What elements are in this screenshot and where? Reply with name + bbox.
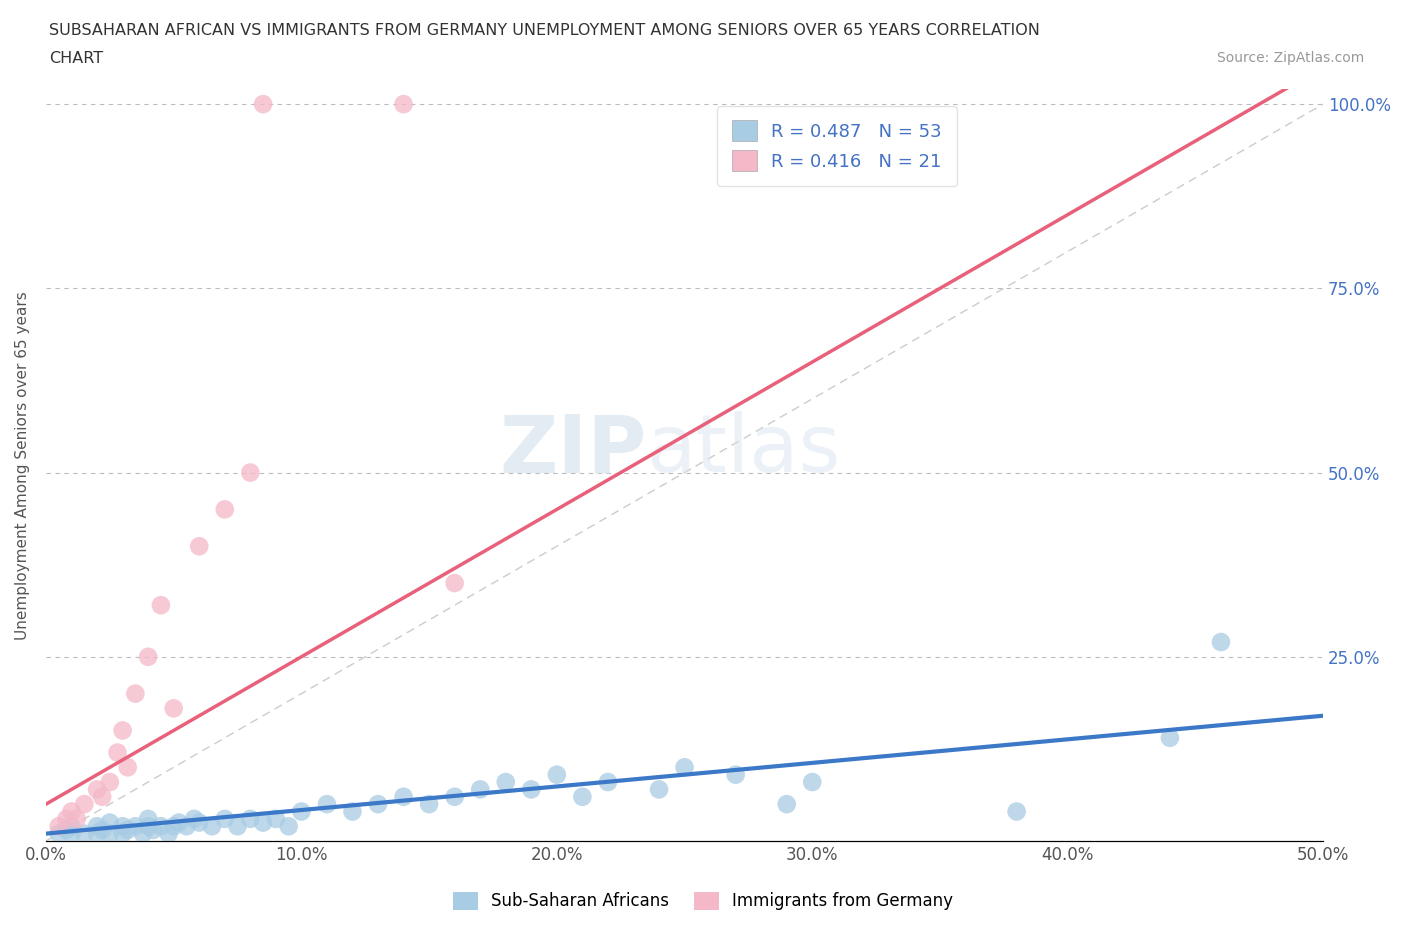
Point xyxy=(98,775,121,790)
Point xyxy=(55,822,77,837)
Point xyxy=(136,649,159,664)
Point xyxy=(342,804,364,819)
Point xyxy=(316,797,339,812)
Y-axis label: Unemployment Among Seniors over 65 years: Unemployment Among Seniors over 65 years xyxy=(15,291,30,640)
Point xyxy=(98,826,121,841)
Point xyxy=(801,775,824,790)
Point xyxy=(470,782,492,797)
Point xyxy=(495,775,517,790)
Point xyxy=(149,598,172,613)
Point xyxy=(183,812,205,827)
Legend: R = 0.487   N = 53, R = 0.416   N = 21: R = 0.487 N = 53, R = 0.416 N = 21 xyxy=(717,106,956,186)
Point xyxy=(214,812,236,827)
Point xyxy=(1209,634,1232,649)
Point xyxy=(98,815,121,830)
Point xyxy=(367,797,389,812)
Legend: Sub-Saharan Africans, Immigrants from Germany: Sub-Saharan Africans, Immigrants from Ge… xyxy=(446,885,960,917)
Point xyxy=(157,826,180,841)
Point xyxy=(48,818,70,833)
Point xyxy=(132,826,155,841)
Point xyxy=(91,790,114,804)
Point xyxy=(124,686,146,701)
Point xyxy=(60,804,83,819)
Point xyxy=(724,767,747,782)
Text: atlas: atlas xyxy=(647,411,841,489)
Point xyxy=(91,822,114,837)
Text: CHART: CHART xyxy=(49,51,103,66)
Point xyxy=(163,818,186,833)
Point xyxy=(277,818,299,833)
Point xyxy=(60,818,83,833)
Point xyxy=(163,701,186,716)
Point xyxy=(226,818,249,833)
Point xyxy=(176,818,198,833)
Point xyxy=(136,818,159,833)
Point xyxy=(1005,804,1028,819)
Point xyxy=(188,538,211,553)
Point xyxy=(264,812,287,827)
Point xyxy=(111,826,134,841)
Text: SUBSAHARAN AFRICAN VS IMMIGRANTS FROM GERMANY UNEMPLOYMENT AMONG SENIORS OVER 65: SUBSAHARAN AFRICAN VS IMMIGRANTS FROM GE… xyxy=(49,23,1040,38)
Point xyxy=(149,818,172,833)
Point xyxy=(239,465,262,480)
Point xyxy=(290,804,312,819)
Point xyxy=(443,576,465,591)
Point xyxy=(392,790,415,804)
Point xyxy=(48,826,70,841)
Point xyxy=(673,760,696,775)
Point xyxy=(776,797,799,812)
Text: ZIP: ZIP xyxy=(499,411,647,489)
Point xyxy=(73,797,96,812)
Point xyxy=(201,818,224,833)
Point xyxy=(571,790,593,804)
Point xyxy=(117,822,139,837)
Point xyxy=(111,818,134,833)
Point xyxy=(239,812,262,827)
Point xyxy=(252,97,274,112)
Point xyxy=(392,97,415,112)
Text: Source: ZipAtlas.com: Source: ZipAtlas.com xyxy=(1216,51,1364,65)
Point xyxy=(1159,730,1181,745)
Point xyxy=(252,815,274,830)
Point xyxy=(214,502,236,517)
Point xyxy=(142,822,165,837)
Point xyxy=(60,826,83,841)
Point xyxy=(136,812,159,827)
Point xyxy=(86,818,108,833)
Point xyxy=(124,818,146,833)
Point xyxy=(86,826,108,841)
Point xyxy=(648,782,671,797)
Point xyxy=(418,797,440,812)
Point xyxy=(188,815,211,830)
Point xyxy=(117,760,139,775)
Point xyxy=(107,745,129,760)
Point xyxy=(520,782,543,797)
Point xyxy=(111,723,134,737)
Point xyxy=(73,826,96,841)
Point xyxy=(65,812,87,827)
Point xyxy=(86,782,108,797)
Point xyxy=(546,767,568,782)
Point xyxy=(167,815,190,830)
Point xyxy=(55,812,77,827)
Point xyxy=(443,790,465,804)
Point xyxy=(596,775,619,790)
